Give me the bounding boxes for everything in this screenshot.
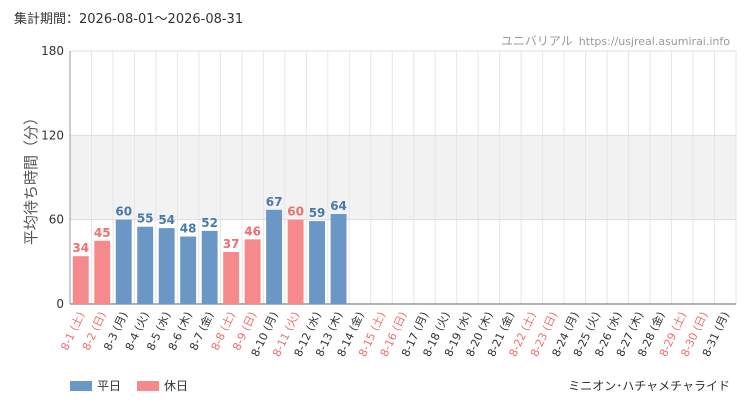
bar-value-label: 45 [94, 226, 111, 240]
bar-value-label: 64 [330, 199, 347, 213]
bar-value-label: 60 [287, 205, 304, 219]
bar [201, 230, 218, 304]
bar [244, 239, 261, 304]
bar-value-label: 37 [223, 237, 240, 251]
y-tick-label: 60 [49, 213, 64, 227]
legend-item-holiday: 休日 [137, 377, 188, 394]
bar [309, 221, 326, 304]
bar-value-label: 55 [137, 212, 154, 226]
bar [287, 219, 304, 304]
y-tick-label: 0 [56, 297, 64, 311]
bar-value-label: 59 [309, 206, 326, 220]
legend-swatch-weekday [70, 380, 92, 391]
ride-name: ミニオン･ハチャメチャライド [568, 379, 730, 393]
bar [180, 236, 197, 304]
y-tick-label: 120 [41, 128, 64, 142]
y-axis-title: 平均待ち時間（分） [22, 110, 40, 245]
bar [223, 251, 240, 304]
bar [94, 240, 111, 304]
bar [115, 219, 132, 304]
bar [330, 214, 347, 304]
bar [266, 209, 283, 304]
legend-swatch-holiday [137, 380, 160, 391]
site-credit: ユニバリアル https://usjreal.asumirai.info [501, 32, 730, 49]
bar [158, 228, 175, 304]
bar-value-label: 46 [244, 224, 261, 238]
bar-value-label: 54 [158, 213, 175, 227]
chart-legend: 平日 休日 [70, 377, 188, 394]
bar-value-label: 52 [201, 216, 218, 230]
bar-value-label: 48 [180, 222, 197, 236]
legend-label-weekday: 平日 [97, 379, 122, 393]
shaded-band [70, 135, 736, 220]
legend-label-holiday: 休日 [164, 379, 189, 393]
bar [72, 256, 89, 304]
site-name: ユニバリアル [500, 34, 573, 48]
site-url: https://usjreal.asumirai.info [578, 35, 730, 48]
legend-item-weekday: 平日 [70, 377, 121, 394]
period-label: 集計期間：2026-08-01〜2026-08-31 [14, 12, 244, 27]
bar-value-label: 67 [266, 195, 283, 209]
bar-value-label: 60 [115, 205, 132, 219]
bar-value-label: 34 [72, 241, 89, 255]
bar [137, 226, 154, 304]
y-tick-label: 180 [41, 44, 64, 58]
